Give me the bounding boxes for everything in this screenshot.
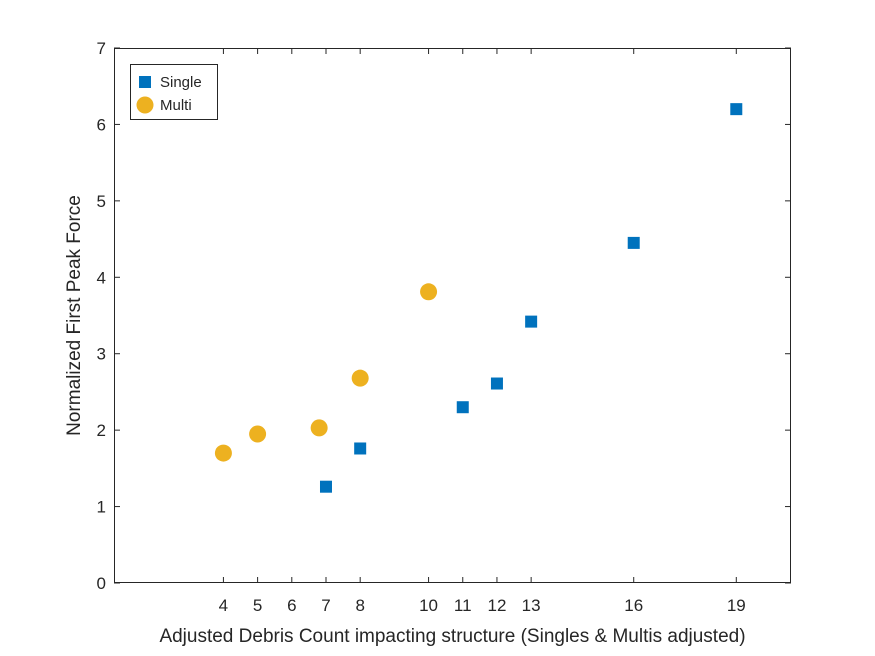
x-tick-label: 12: [487, 596, 506, 615]
point-multi: [310, 419, 328, 437]
data-points: [214, 103, 743, 493]
point-single: [354, 442, 367, 455]
x-tick-label: 11: [454, 596, 472, 615]
x-tick-label: 10: [419, 596, 438, 615]
y-tick-label: 6: [97, 115, 106, 134]
point-single: [456, 401, 469, 414]
legend-label-multi: Multi: [160, 97, 192, 114]
point-single: [319, 480, 332, 493]
legend: Single Multi: [130, 64, 218, 120]
x-tick-label: 8: [355, 596, 364, 615]
point-single: [490, 377, 503, 390]
y-tick-label: 1: [97, 498, 106, 517]
legend-marker-multi: [136, 96, 154, 114]
legend-label-single: Single: [160, 74, 202, 91]
x-tick-label: 7: [321, 596, 330, 615]
axes-box: [114, 48, 791, 583]
point-single: [627, 236, 640, 249]
y-tick-label: 3: [97, 345, 106, 364]
legend-marker-single: [139, 76, 151, 88]
x-tick-label: 19: [727, 596, 746, 615]
axis-ticks: [114, 47, 791, 584]
point-single: [730, 103, 743, 116]
point-multi: [351, 369, 369, 387]
point-multi: [420, 283, 438, 301]
x-tick-label: 5: [253, 596, 262, 615]
y-tick-label: 2: [97, 421, 106, 440]
point-multi: [249, 425, 267, 443]
point-multi: [214, 444, 232, 462]
plot-area: [114, 48, 791, 583]
y-tick-label: 5: [97, 192, 106, 211]
y-axis-label: Normalized First Peak Force: [64, 195, 85, 436]
y-tick-label: 0: [97, 574, 106, 593]
x-tick-label: 13: [522, 596, 541, 615]
x-tick-label: 16: [624, 596, 643, 615]
x-tick-label: 4: [219, 596, 228, 615]
y-tick-label: 4: [97, 268, 106, 287]
point-single: [525, 315, 538, 328]
x-tick-label: 6: [287, 596, 296, 615]
x-axis-label: Adjusted Debris Count impacting structur…: [159, 626, 745, 647]
y-tick-label: 7: [97, 39, 106, 58]
